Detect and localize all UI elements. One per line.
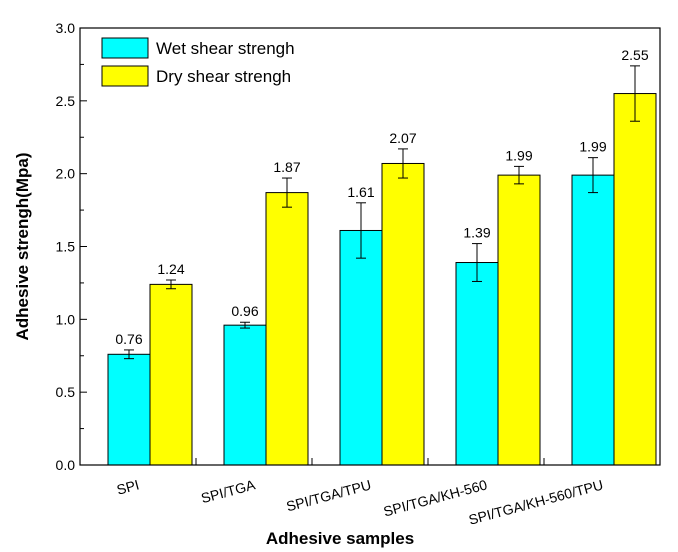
bar-dry-0 <box>149 283 193 466</box>
legend-swatch <box>101 37 149 59</box>
data-label: 1.99 <box>505 147 532 163</box>
x-tick-label: SPI/TGA/KH-560/TPU <box>467 476 605 527</box>
bar-wet-3 <box>455 262 499 466</box>
y-tick-label: 2.0 <box>56 166 76 182</box>
y-tick-label: 0.5 <box>56 384 76 400</box>
data-label: 1.39 <box>463 225 490 241</box>
y-tick-label: 3.0 <box>56 20 76 36</box>
data-label: 2.07 <box>389 130 416 146</box>
data-label: 1.87 <box>273 159 300 175</box>
data-label: 0.96 <box>231 303 258 319</box>
y-tick-label: 0.0 <box>56 457 76 473</box>
error-bar <box>282 177 292 208</box>
x-tick-label: SPI/TGA <box>199 476 257 506</box>
error-bar <box>588 157 598 194</box>
bar-wet-1 <box>223 324 267 466</box>
bar-dry-3 <box>497 174 541 466</box>
data-label: 2.55 <box>621 47 648 63</box>
x-tick-label: SPI <box>115 476 141 497</box>
data-label: 0.76 <box>115 331 142 347</box>
error-bars-group <box>124 65 640 360</box>
bars-group <box>107 93 657 466</box>
data-label: 1.99 <box>579 139 606 155</box>
error-bar <box>514 165 524 185</box>
error-bar <box>356 202 366 259</box>
error-bar <box>398 148 408 179</box>
legend: Wet shear strengh Dry shear strengh <box>101 37 295 87</box>
error-bar <box>166 279 176 290</box>
legend-label: Dry shear strengh <box>156 67 291 86</box>
legend-label: Wet shear strengh <box>156 39 295 58</box>
error-bar <box>240 321 250 329</box>
bar-wet-2 <box>339 229 383 466</box>
x-axis-title: Adhesive samples <box>266 529 414 548</box>
bar-dry-1 <box>265 192 309 466</box>
x-tick-label: SPI/TGA/TPU <box>284 476 372 514</box>
bar-dry-2 <box>381 162 425 466</box>
y-axis-title: Adhesive strengh(Mpa) <box>13 153 32 341</box>
bar-wet-0 <box>107 353 151 466</box>
y-tick-label: 1.0 <box>56 311 76 327</box>
legend-swatch <box>101 65 149 87</box>
bar-wet-4 <box>571 174 615 466</box>
y-tick-label: 2.5 <box>56 93 76 109</box>
error-bar <box>472 243 482 282</box>
data-label: 1.24 <box>157 261 184 277</box>
error-bar <box>630 65 640 122</box>
data-label: 1.61 <box>347 184 374 200</box>
data-labels-group: 0.76 1.24 0.96 1.87 1.61 2.07 1.39 1.99 1.99 2.55 <box>115 47 648 347</box>
y-tick-label: 1.5 <box>56 239 76 255</box>
bar-dry-4 <box>613 93 657 466</box>
error-bar <box>124 349 134 360</box>
